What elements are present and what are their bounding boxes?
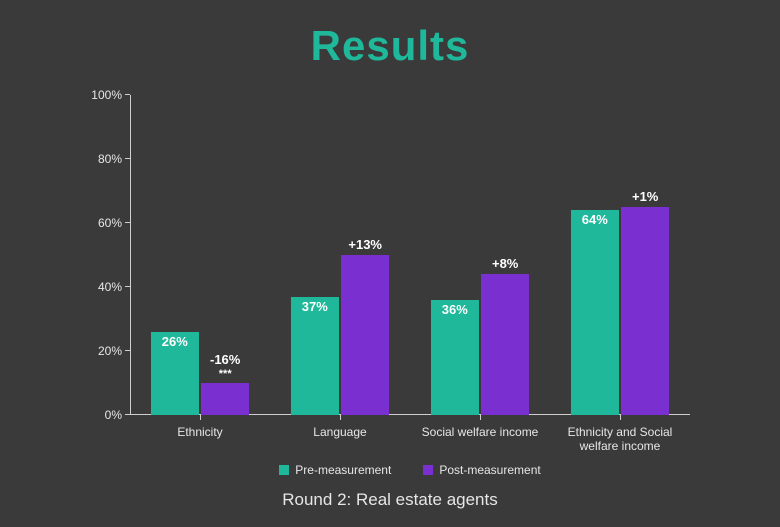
bar-value-label: +8% — [481, 257, 529, 271]
results-bar-chart: 0%20%40%60%80%100%26%-16%***Ethnicity37%… — [130, 95, 690, 415]
legend-item: Pre-measurement — [279, 463, 391, 477]
bar-value-text: 37% — [302, 299, 328, 314]
bar-value-label: 64% — [571, 213, 619, 227]
x-tick-mark — [200, 415, 201, 420]
bar-post: +8% — [481, 274, 529, 415]
x-tick-mark — [340, 415, 341, 420]
legend-label: Pre-measurement — [295, 463, 391, 477]
bar-group: 26% -16%*** — [130, 95, 270, 415]
bar-value-text: -16% — [210, 352, 240, 367]
legend-swatch — [423, 465, 433, 475]
bar-value-text: +8% — [492, 256, 518, 271]
chart-plot-area: 0%20%40%60%80%100%26%-16%***Ethnicity37%… — [130, 95, 690, 415]
bar-pre: 64% — [571, 210, 619, 415]
bar-group: 37% +13% — [270, 95, 410, 415]
bar-value-text: 26% — [162, 334, 188, 349]
bar-value-text: +1% — [632, 189, 658, 204]
bar-pre: 26% — [151, 332, 199, 415]
bar-value-text: 64% — [582, 212, 608, 227]
y-tick-label: 0% — [105, 408, 122, 422]
y-tick-label: 80% — [98, 152, 122, 166]
bar-post: +1% — [621, 207, 669, 415]
y-tick-label: 20% — [98, 344, 122, 358]
x-tick-mark — [620, 415, 621, 420]
legend-swatch — [279, 465, 289, 475]
bar-value-label: +1% — [621, 190, 669, 204]
bar-pre: 37% — [291, 297, 339, 415]
bar-sublabel: *** — [201, 368, 249, 380]
bar-value-label: 26% — [151, 335, 199, 349]
y-tick-label: 40% — [98, 280, 122, 294]
chart-caption: Round 2: Real estate agents — [0, 490, 780, 510]
legend-item: Post-measurement — [423, 463, 540, 477]
y-tick-label: 60% — [98, 216, 122, 230]
bar-value-label: 37% — [291, 300, 339, 314]
bar-post: -16%*** — [201, 383, 249, 415]
x-tick-mark — [480, 415, 481, 420]
x-axis-label: Ethnicity — [130, 425, 270, 439]
x-axis-label: Ethnicity and Social welfare income — [550, 425, 690, 454]
page-title: Results — [0, 22, 780, 70]
bar-post: +13% — [341, 255, 389, 415]
x-axis-label: Language — [270, 425, 410, 439]
bar-value-text: +13% — [348, 237, 382, 252]
bar-value-label: -16%*** — [201, 353, 249, 380]
chart-legend: Pre-measurement Post-measurement — [130, 463, 690, 477]
y-tick-label: 100% — [91, 88, 122, 102]
legend-label: Post-measurement — [439, 463, 540, 477]
bar-value-text: 36% — [442, 302, 468, 317]
bar-group: 36% +8% — [410, 95, 550, 415]
bar-value-label: 36% — [431, 303, 479, 317]
bar-value-label: +13% — [341, 238, 389, 252]
bar-group: 64% +1% — [550, 95, 690, 415]
bar-pre: 36% — [431, 300, 479, 415]
x-axis-label: Social welfare income — [410, 425, 550, 439]
